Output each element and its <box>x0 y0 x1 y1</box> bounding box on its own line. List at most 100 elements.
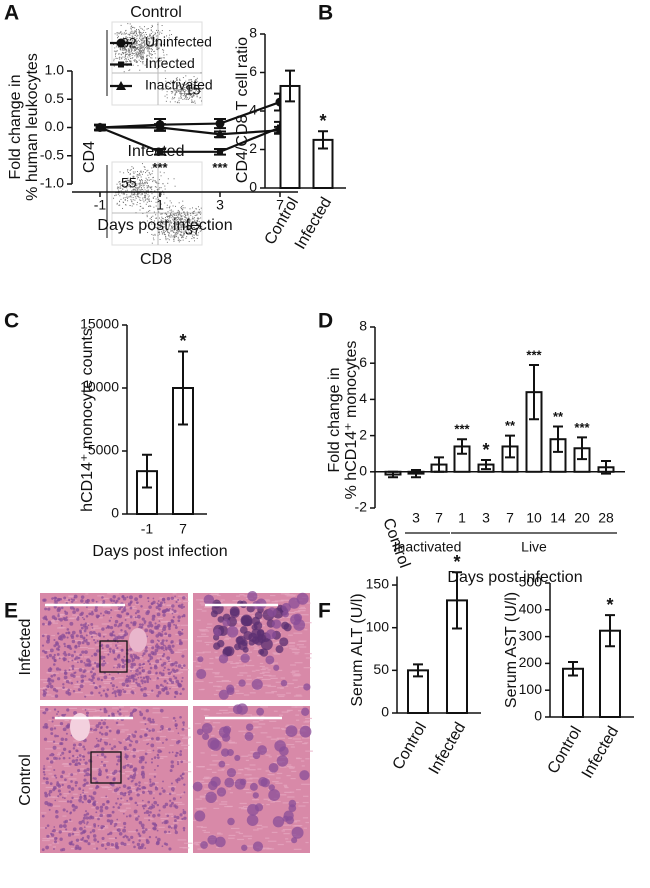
texture <box>305 720 311 722</box>
event <box>147 169 149 171</box>
texture <box>262 671 270 673</box>
event <box>136 187 138 189</box>
nucleus <box>42 693 47 697</box>
event <box>127 197 129 199</box>
event <box>186 98 188 100</box>
nucleus <box>83 661 86 664</box>
nucleus <box>79 684 84 689</box>
nucleus <box>77 688 81 692</box>
nucleus <box>113 666 115 669</box>
event <box>147 232 149 234</box>
event <box>178 227 180 229</box>
event <box>136 44 138 46</box>
texture <box>274 600 284 602</box>
event <box>133 189 135 191</box>
event <box>125 186 127 188</box>
texture <box>150 662 158 664</box>
nucleus <box>54 694 59 698</box>
panel-letter: A <box>4 2 19 25</box>
event <box>157 234 159 236</box>
event <box>184 93 186 95</box>
event <box>193 76 195 78</box>
event <box>146 220 148 222</box>
nucleus <box>166 682 169 685</box>
texture <box>156 653 165 656</box>
nucleus <box>169 804 173 808</box>
event <box>159 221 161 223</box>
nucleus <box>76 617 80 621</box>
event <box>132 27 134 29</box>
event <box>124 180 126 182</box>
y-tick-label: 0 <box>249 179 257 195</box>
texture <box>286 710 291 712</box>
nucleus <box>274 740 286 752</box>
texture <box>47 740 55 743</box>
nucleus <box>87 842 91 846</box>
y-tick-label: 2 <box>359 426 367 442</box>
event <box>172 223 174 225</box>
nucleus <box>119 708 122 711</box>
nucleus <box>156 602 159 605</box>
nucleus <box>148 819 151 822</box>
nucleus <box>105 770 108 773</box>
event <box>168 45 170 47</box>
texture <box>209 662 214 664</box>
nucleus <box>75 634 79 638</box>
nucleus <box>238 640 248 651</box>
texture <box>139 663 143 665</box>
texture <box>180 624 189 626</box>
nucleus <box>109 819 114 824</box>
event <box>150 45 152 47</box>
event <box>191 82 193 84</box>
event <box>190 223 192 225</box>
event <box>121 192 123 194</box>
event <box>148 55 150 57</box>
nucleus <box>114 601 118 605</box>
texture <box>198 766 205 768</box>
event <box>119 182 121 184</box>
event <box>185 221 187 223</box>
event <box>175 78 177 80</box>
nucleus <box>104 732 109 736</box>
event <box>193 95 195 97</box>
texture <box>94 747 98 749</box>
nucleus <box>81 650 85 654</box>
nucleus <box>93 823 97 827</box>
event <box>162 218 164 220</box>
event <box>193 213 195 215</box>
event <box>127 23 129 25</box>
event <box>140 45 142 47</box>
event <box>135 39 137 41</box>
texture <box>270 594 276 597</box>
nucleus <box>182 808 185 811</box>
event <box>157 221 159 223</box>
event <box>132 45 134 47</box>
event <box>173 81 175 83</box>
event <box>192 220 194 222</box>
nucleus <box>296 592 309 605</box>
nucleus <box>147 600 150 603</box>
event <box>134 40 136 42</box>
event <box>124 48 126 50</box>
texture <box>200 708 208 710</box>
texture <box>45 607 49 609</box>
nucleus <box>110 633 114 637</box>
event <box>183 211 185 213</box>
event <box>139 197 141 199</box>
event <box>138 46 140 48</box>
nucleus <box>226 684 235 693</box>
nucleus <box>85 772 90 777</box>
event <box>150 228 152 230</box>
nucleus <box>55 643 58 646</box>
texture <box>284 786 289 789</box>
nucleus <box>166 814 170 818</box>
nucleus <box>52 828 56 833</box>
event <box>127 39 129 41</box>
nucleus <box>80 595 85 599</box>
event <box>172 210 174 212</box>
event <box>191 95 193 97</box>
event <box>170 202 172 204</box>
event <box>119 201 121 203</box>
texture <box>98 649 107 651</box>
nucleus <box>104 847 107 850</box>
